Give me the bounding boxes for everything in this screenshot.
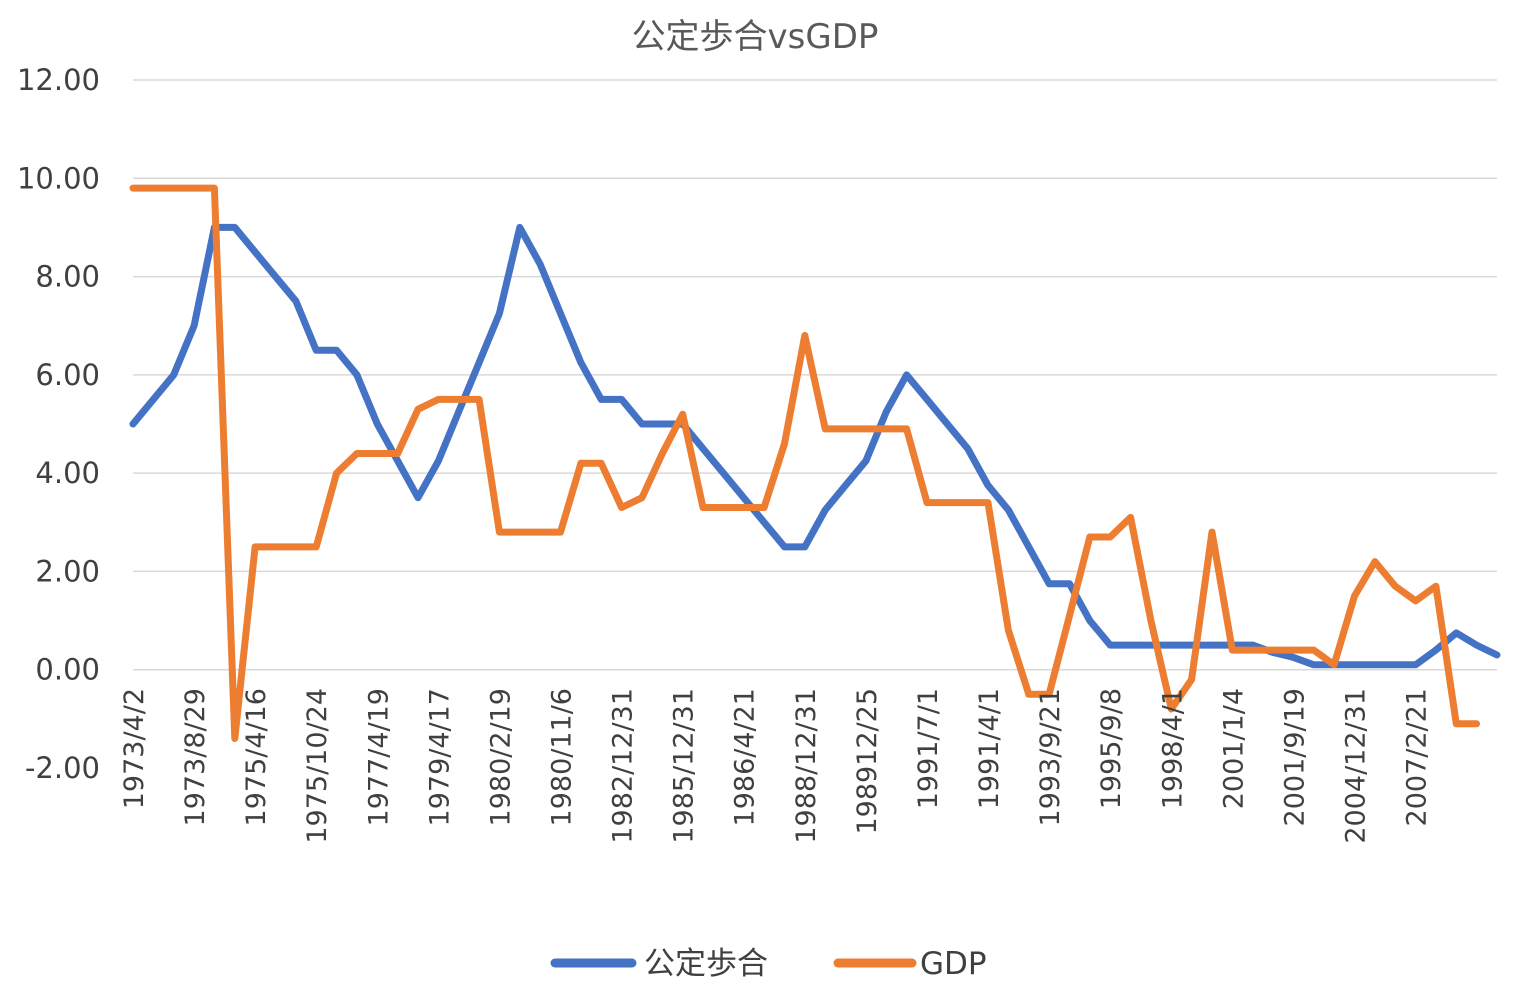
legend: 公定歩合 GDP [550,946,987,982]
x-tick-label: 1991/7/1 [913,688,944,809]
x-tick-label: 2004/12/31 [1341,688,1372,844]
x-tick-label: 1986/4/21 [730,688,761,826]
x-tick-label: 1998/4/1 [1157,688,1188,809]
x-tick-label: 1985/12/31 [669,688,700,844]
x-tick-label: 1980/2/19 [485,688,516,826]
legend-label-0: 公定歩合 [644,946,768,982]
x-tick-label: 1988/12/31 [791,688,822,844]
series-line-discount-rate [129,223,1501,669]
x-tick-label: 1975/4/16 [241,688,272,826]
y-tick-label: 2.00 [35,554,100,588]
chart-title: 公定歩合vsGDP [632,17,879,57]
x-tick-label: 1973/8/29 [180,688,211,826]
y-tick-label: 8.00 [35,260,100,294]
x-tick-label: 1975/10/24 [302,688,333,844]
x-tick-label: 1979/4/17 [424,688,455,826]
y-axis-ticks: 12.00 10.00 8.00 6.00 4.00 2.00 0.00 -2.00 [17,63,100,785]
x-tick-label: 1980/11/6 [547,688,578,826]
x-tick-label: 2001/9/19 [1279,688,1310,826]
x-tick-label: 1973/4/2 [119,688,150,809]
x-tick-label: 1991/4/1 [974,688,1005,809]
x-tick-label: 2001/1/4 [1218,688,1249,809]
y-tick-label: -2.00 [25,751,100,785]
series-lines [129,184,1501,742]
x-axis-ticks: 1973/4/2 1973/8/29 1975/4/16 1975/10/24 1977… [119,688,1433,844]
y-tick-label: 4.00 [35,456,100,490]
y-tick-label: 12.00 [17,63,100,97]
x-tick-label: 198912/25 [852,688,883,835]
y-tick-label: 6.00 [35,358,100,392]
x-tick-label: 1977/4/19 [363,688,394,826]
x-tick-label: 2007/2/21 [1402,688,1433,826]
series-line-gdp [129,184,1481,742]
x-tick-label: 1982/12/31 [608,688,639,844]
legend-label-1: GDP [920,946,987,982]
y-tick-label: 0.00 [35,653,100,687]
x-tick-label: 1995/9/8 [1096,688,1127,809]
y-tick-label: 10.00 [17,161,100,195]
x-tick-label: 1993/9/21 [1035,688,1066,826]
